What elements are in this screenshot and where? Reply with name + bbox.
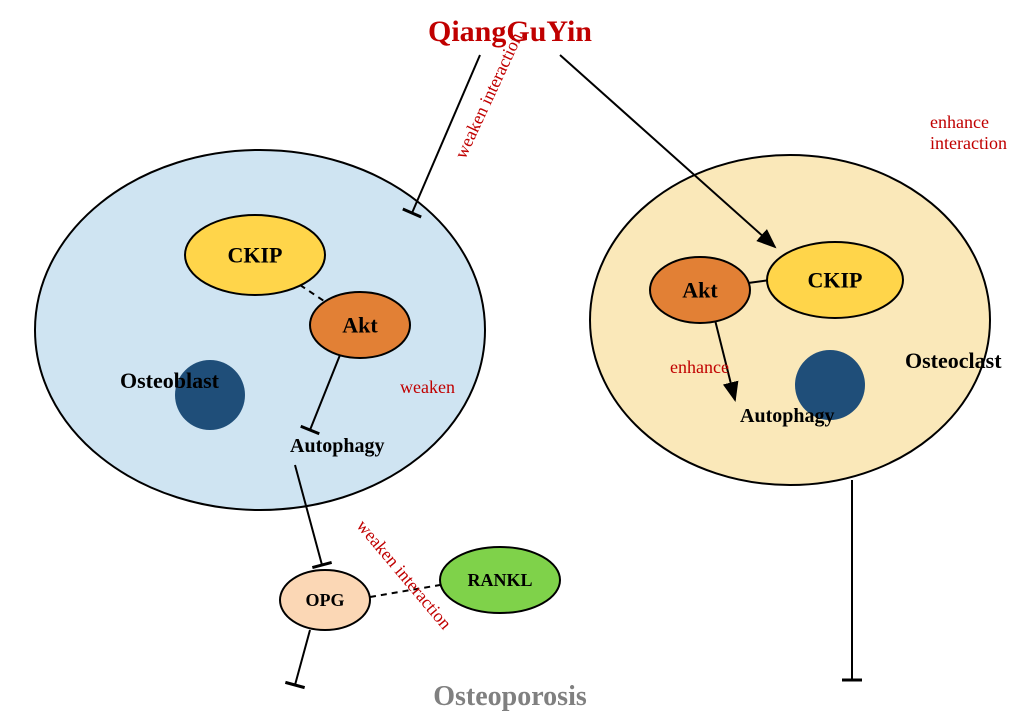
akt_left-label: Akt (342, 313, 378, 338)
osteoporosis-label: Osteoporosis (0, 681, 1020, 713)
ckip_left-label: CKIP (228, 243, 283, 268)
edge-opg_to_ostL (295, 630, 310, 685)
autophagy-left-label: Autophagy (290, 435, 384, 458)
osteoclast-cell (590, 155, 990, 485)
opg-label: OPG (306, 590, 345, 610)
autophagy-right-label: Autophagy (740, 405, 834, 428)
osteoblast-cell (35, 150, 485, 510)
rankl-label: RANKL (467, 570, 532, 590)
diagram-canvas: CKIP Akt Akt CKIP OPG RANKL (0, 0, 1020, 727)
akt_right-label: Akt (682, 278, 718, 303)
osteoblast-label: Osteoblast (120, 368, 219, 394)
enhance-interaction-top: enhanceinteraction (930, 112, 1007, 153)
ckip_right-label: CKIP (808, 268, 863, 293)
enhance-mid: enhance (670, 357, 729, 378)
weaken-mid: weaken (400, 377, 455, 398)
osteoclast-label: Osteoclast (905, 348, 1002, 374)
